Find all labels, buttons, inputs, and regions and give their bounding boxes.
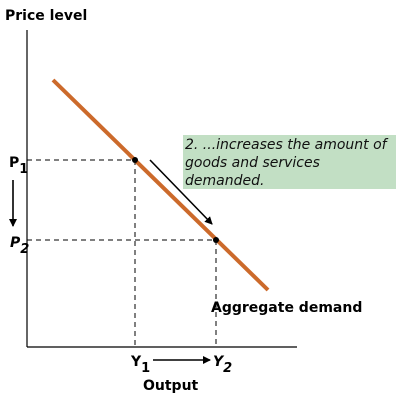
aggregate-demand-line (51, 78, 270, 292)
point-p2-y2 (213, 237, 219, 243)
x-axis-title: Output (143, 378, 199, 394)
annotation-box: 2. ...increases the amount of goods and … (183, 135, 396, 189)
y-axis-title: Price level (5, 8, 87, 24)
movement-arrow (149, 159, 213, 225)
p2-label: P2 (10, 235, 29, 257)
aggregate-demand-label: Aggregate demand (211, 300, 362, 316)
y2-label: Y2 (213, 354, 232, 376)
y1-label: Y1 (130, 354, 150, 376)
p1-label: P1 (9, 155, 28, 177)
point-p1-y1 (132, 157, 138, 163)
